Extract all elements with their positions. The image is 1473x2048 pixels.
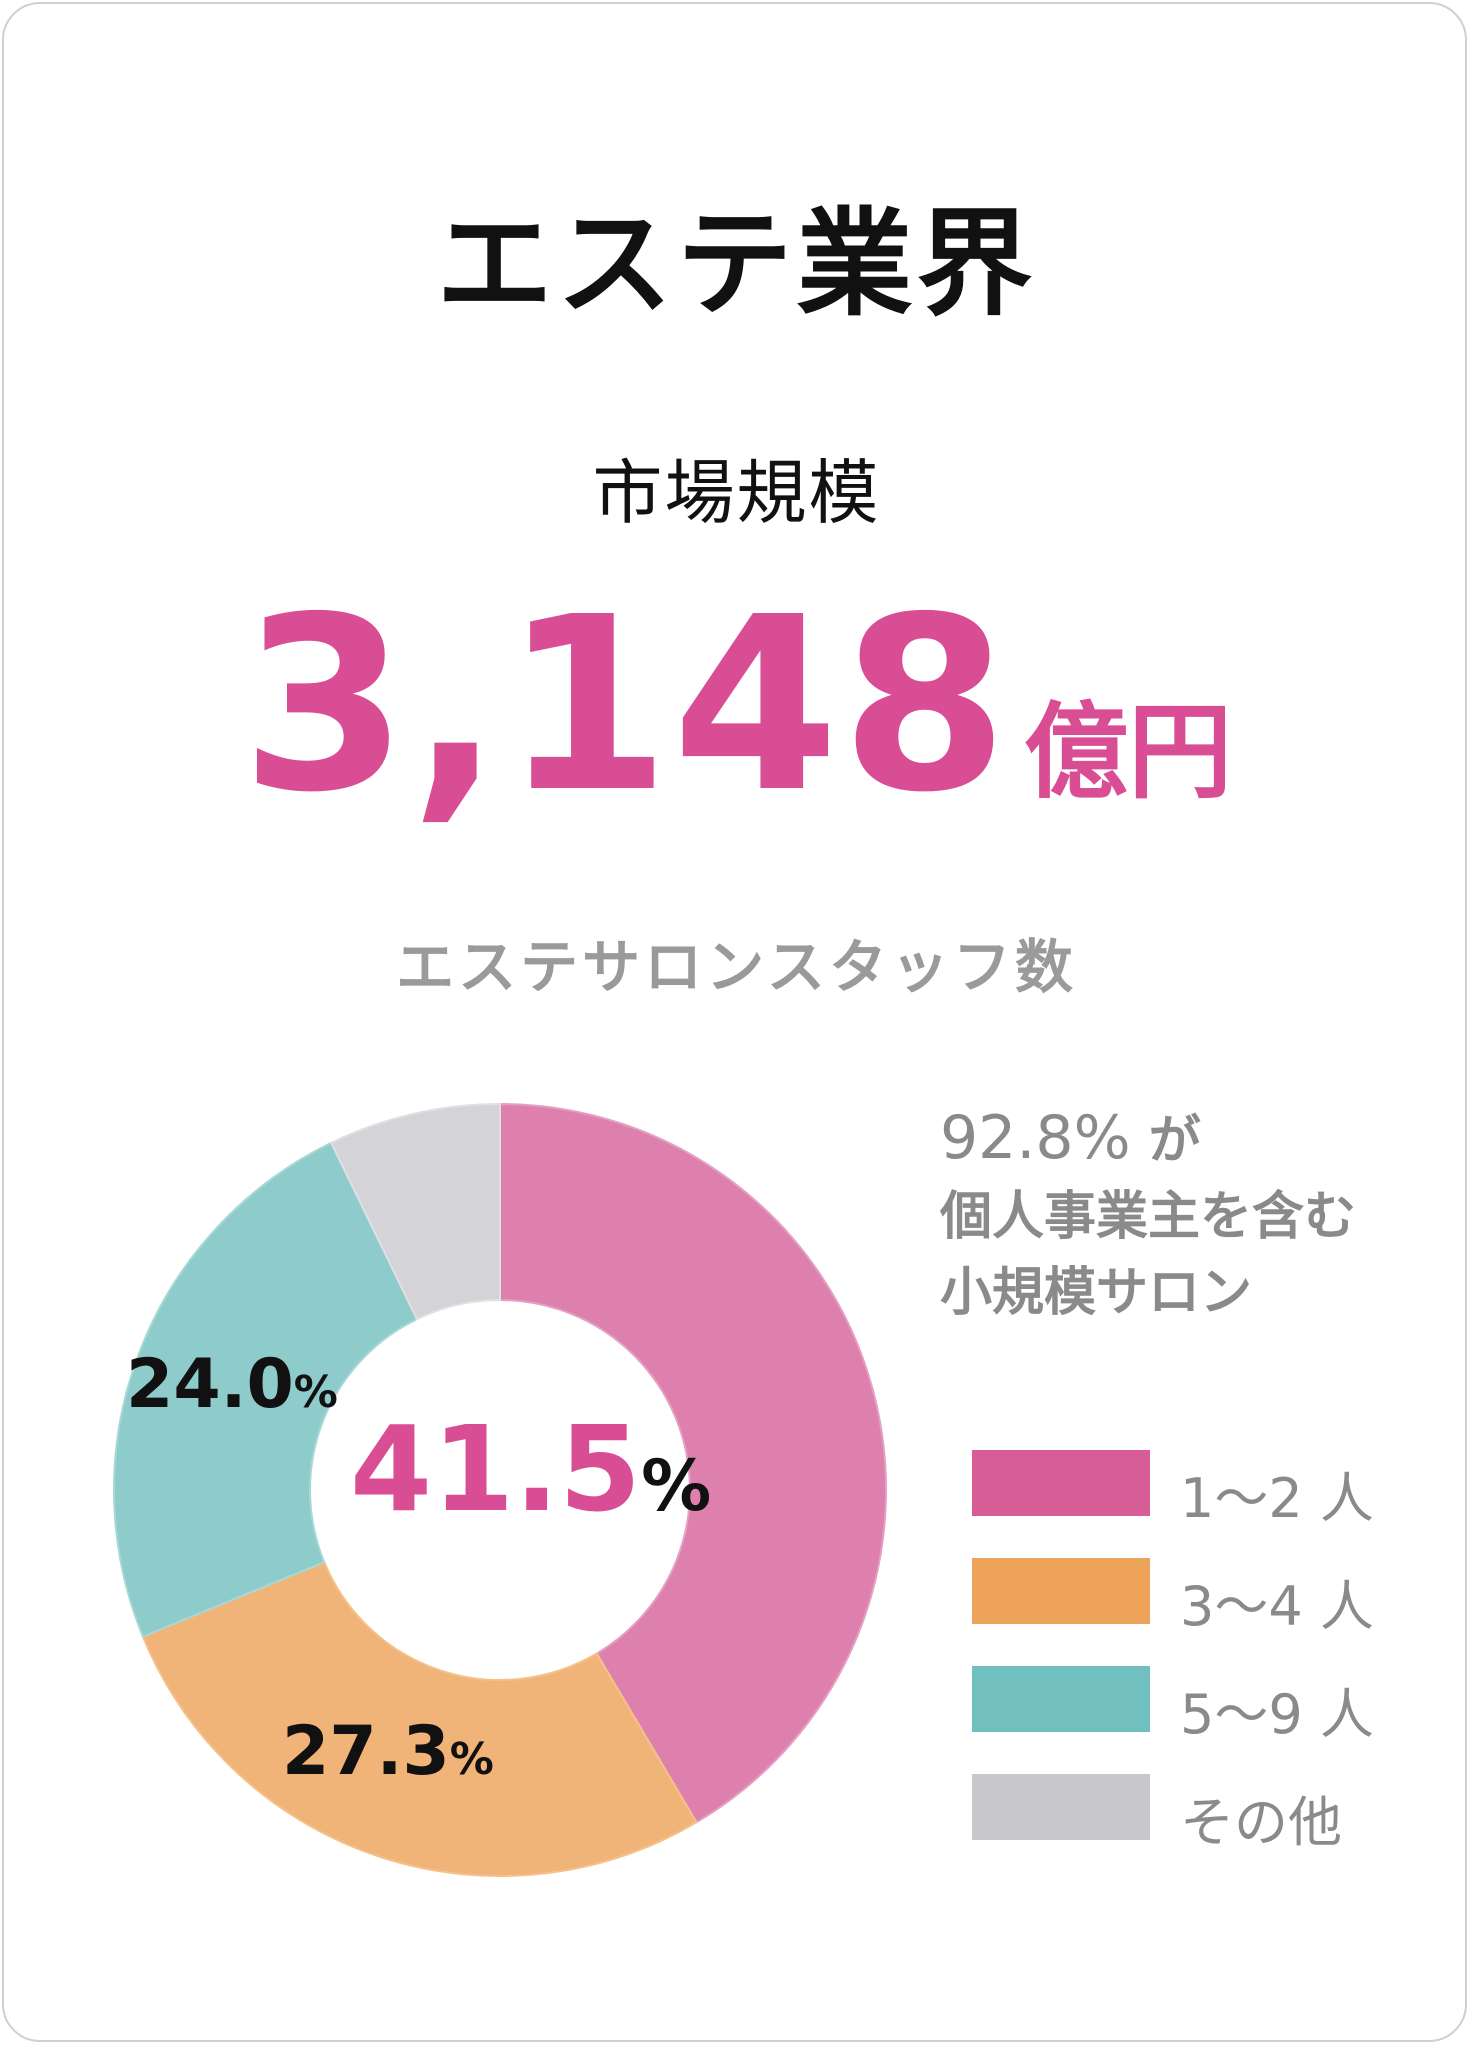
legend-label-3-4: 3〜4 人	[1180, 1575, 1374, 1638]
segment-label-1-2: 41.5%	[350, 1400, 711, 1538]
market-size-number: 3,148	[240, 565, 1011, 845]
segment-label-5-9-unit: %	[293, 1367, 338, 1418]
donut-slice-1-2	[499, 1102, 887, 1824]
annotation-line-3: 小規模サロン	[940, 1263, 1253, 1323]
chart-annotation: 92.8% が 個人事業主を含む 小規模サロン	[940, 1100, 1420, 1331]
legend-swatch-other	[972, 1774, 1150, 1840]
legend-item-3-4: 3〜4 人	[972, 1558, 1402, 1638]
segment-label-5-9-value: 24.0	[126, 1345, 294, 1424]
segment-label-3-4-unit: %	[449, 1734, 494, 1785]
legend-item-5-9: 5〜9 人	[972, 1666, 1402, 1746]
market-size-unit: 億円	[1024, 691, 1233, 813]
donut-slice-other	[329, 1102, 501, 1321]
legend-item-other: その他	[972, 1774, 1402, 1854]
annotation-percent: 92.8%	[940, 1103, 1131, 1173]
segment-label-1-2-unit: %	[641, 1445, 712, 1527]
page-title: エステ業界	[436, 197, 1037, 332]
chart-title: エステサロンスタッフ数	[396, 933, 1077, 1001]
legend-swatch-1-2	[972, 1450, 1150, 1516]
legend-swatch-3-4	[972, 1558, 1150, 1624]
donut-slice-5-9	[113, 1141, 419, 1638]
segment-label-3-4-value: 27.3	[282, 1712, 450, 1791]
legend-item-1-2: 1〜2 人	[972, 1450, 1402, 1530]
annotation-line-2: 個人事業主を含む	[940, 1187, 1357, 1247]
annotation-particle: が	[1148, 1111, 1201, 1171]
legend-label-5-9: 5〜9 人	[1180, 1683, 1374, 1746]
segment-label-5-9: 24.0%	[126, 1345, 338, 1424]
segment-label-3-4: 27.3%	[282, 1712, 494, 1791]
donut-slice-3-4	[141, 1560, 698, 1877]
market-size-value: 3,148 億円	[0, 565, 1473, 845]
segment-label-1-2-value: 41.5	[350, 1400, 642, 1538]
legend-label-other: その他	[1180, 1791, 1342, 1854]
legend-swatch-5-9	[972, 1666, 1150, 1732]
market-size-label: 市場規模	[592, 452, 881, 534]
legend-label-1-2: 1〜2 人	[1180, 1467, 1374, 1530]
